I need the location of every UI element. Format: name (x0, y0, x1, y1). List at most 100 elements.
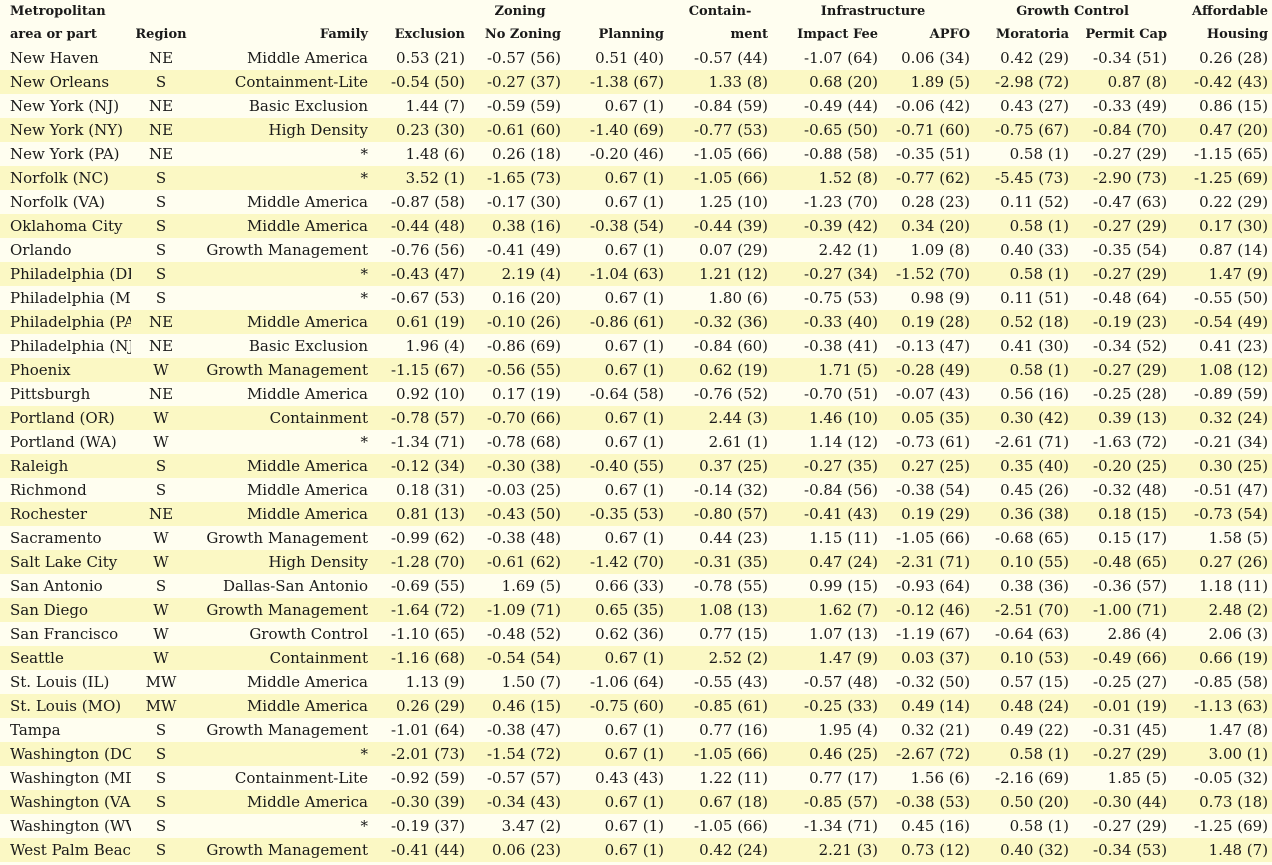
cell-planning: 0.51 (40) (595, 49, 665, 67)
cell-no-zoning: -0.54 (54) (486, 649, 561, 667)
cell-affordable-housing: -0.51 (47) (1194, 481, 1269, 499)
cell-region: S (155, 721, 167, 739)
cell-area: Washington (VA) (10, 793, 131, 811)
cell-planning: 0.67 (1) (604, 481, 665, 499)
cell-no-zoning: 1.69 (5) (501, 577, 561, 595)
cell-no-zoning: -1.65 (73) (486, 169, 561, 187)
cell-region: NE (148, 49, 174, 67)
cell-permit-cap: -0.25 (27) (1093, 673, 1168, 691)
table-row: Washington (VA) S Middle America -0.30 (39)… (0, 790, 1272, 814)
header-impact-fee: Impact Fee (797, 27, 879, 42)
cell-planning: -1.40 (69) (590, 121, 665, 139)
cell-impact-fee: -0.27 (35) (804, 457, 879, 475)
cell-region: W (153, 361, 169, 379)
cell-permit-cap: -1.63 (72) (1093, 433, 1168, 451)
cell-no-zoning: -0.86 (69) (486, 337, 561, 355)
cell-apfo: 0.73 (12) (901, 841, 971, 859)
cell-area: Portland (WA) (10, 433, 117, 451)
cell-containment: -0.84 (59) (694, 97, 769, 115)
cell-region: W (153, 625, 169, 643)
table-row: San Francisco W Growth Control -1.10 (65) -0… (0, 622, 1272, 646)
cell-exclusion: -0.78 (57) (390, 409, 465, 427)
cell-no-zoning: 2.19 (4) (501, 265, 561, 283)
cell-family: Middle America (246, 313, 368, 331)
cell-area: Washington (MD) (10, 769, 131, 787)
cell-impact-fee: -0.33 (40) (804, 313, 879, 331)
cell-area: San Diego (10, 601, 88, 619)
cell-permit-cap: -0.47 (63) (1093, 193, 1168, 211)
cell-exclusion: 0.92 (10) (396, 385, 465, 403)
cell-affordable-housing: 0.66 (19) (1199, 649, 1269, 667)
cell-area: Phoenix (10, 361, 71, 379)
cell-containment: 0.42 (24) (699, 841, 769, 859)
cell-apfo: 0.45 (16) (901, 817, 971, 835)
cell-family: Containment (269, 649, 368, 667)
cell-impact-fee: 1.14 (12) (809, 433, 879, 451)
cell-containment: -0.55 (43) (694, 673, 769, 691)
cell-planning: 0.67 (1) (604, 649, 665, 667)
cell-apfo: 0.05 (35) (901, 409, 971, 427)
cell-apfo: -0.71 (60) (896, 121, 971, 139)
cell-impact-fee: -0.41 (43) (804, 505, 879, 523)
cell-no-zoning: -0.34 (43) (486, 793, 561, 811)
cell-exclusion: -0.99 (62) (390, 529, 465, 547)
cell-no-zoning: 0.46 (15) (492, 697, 561, 715)
cell-exclusion: 3.52 (1) (405, 169, 465, 187)
table-row: San Diego W Growth Management -1.64 (72) -1.… (0, 598, 1272, 622)
cell-affordable-housing: 0.32 (24) (1199, 409, 1269, 427)
cell-impact-fee: 0.68 (20) (809, 73, 879, 91)
cell-apfo: -0.12 (46) (896, 601, 971, 619)
cell-containment: -0.32 (36) (694, 313, 769, 331)
cell-moratoria: 0.58 (1) (1009, 145, 1070, 163)
header-moratoria: Moratoria (995, 27, 1070, 42)
cell-area: Orlando (10, 241, 72, 259)
cell-affordable-housing: 1.47 (9) (1208, 265, 1269, 283)
cell-permit-cap: -0.25 (28) (1093, 385, 1168, 403)
cell-affordable-housing: -0.05 (32) (1194, 769, 1269, 787)
cell-containment: 1.08 (13) (699, 601, 769, 619)
cell-family: * (360, 145, 369, 163)
cell-moratoria: 0.43 (27) (1000, 97, 1070, 115)
cell-exclusion: -0.54 (50) (390, 73, 465, 91)
header-infrastructure-group: Infrastructure (820, 4, 926, 19)
cell-exclusion: -0.44 (48) (390, 217, 465, 235)
header-area: area or part (10, 27, 97, 42)
cell-impact-fee: 1.46 (10) (809, 409, 879, 427)
cell-planning: 0.67 (1) (604, 193, 665, 211)
cell-impact-fee: 0.77 (17) (809, 769, 879, 787)
table-row: New Haven NE Middle America 0.53 (21) -0.57 … (0, 46, 1272, 70)
cell-containment: -1.05 (66) (694, 169, 769, 187)
cell-containment: -0.85 (61) (694, 697, 769, 715)
cell-area: Raleigh (10, 457, 69, 475)
cell-planning: 0.67 (1) (604, 841, 665, 859)
cell-impact-fee: 1.07 (13) (809, 625, 879, 643)
cell-area: Philadelphia (NJ) (10, 337, 131, 355)
cell-no-zoning: -0.41 (49) (486, 241, 561, 259)
cell-containment: 0.62 (19) (699, 361, 769, 379)
cell-permit-cap: -0.30 (44) (1093, 793, 1168, 811)
cell-impact-fee: 1.52 (8) (818, 169, 879, 187)
cell-no-zoning: -0.78 (68) (486, 433, 561, 451)
cell-moratoria: 0.40 (32) (1000, 841, 1070, 859)
cell-area: Portland (OR) (10, 409, 115, 427)
cell-area: West Palm Beach (10, 841, 131, 859)
cell-area: Philadelphia (PA) (10, 313, 131, 331)
cell-permit-cap: -0.35 (54) (1093, 241, 1168, 259)
cell-area: San Antonio (10, 577, 103, 595)
cell-moratoria: -2.98 (72) (995, 73, 1070, 91)
cell-planning: -0.75 (60) (590, 697, 665, 715)
table-row: Rochester NE Middle America 0.81 (13) -0.43 … (0, 502, 1272, 526)
table-row: Norfolk (NC) S * 3.52 (1) -1.65 (73) 0.67 (1)… (0, 166, 1272, 190)
cell-impact-fee: -0.84 (56) (804, 481, 879, 499)
header-containment: ment (730, 27, 769, 42)
table-row: Seattle W Containment -1.16 (68) -0.54 (54) 0… (0, 646, 1272, 670)
table-row: Philadelphia (NJ) NE Basic Exclusion 1.96 (… (0, 334, 1272, 358)
header-group-row: Metropolitan Zoning Contain- Infrastruct… (0, 0, 1272, 23)
cell-containment: 1.80 (6) (708, 289, 769, 307)
cell-permit-cap: -0.34 (52) (1093, 337, 1168, 355)
cell-containment: -0.44 (39) (694, 217, 769, 235)
cell-region: S (155, 169, 167, 187)
cell-containment: 2.44 (3) (708, 409, 769, 427)
cell-planning: 0.43 (43) (595, 769, 665, 787)
cell-apfo: -0.38 (53) (896, 793, 971, 811)
